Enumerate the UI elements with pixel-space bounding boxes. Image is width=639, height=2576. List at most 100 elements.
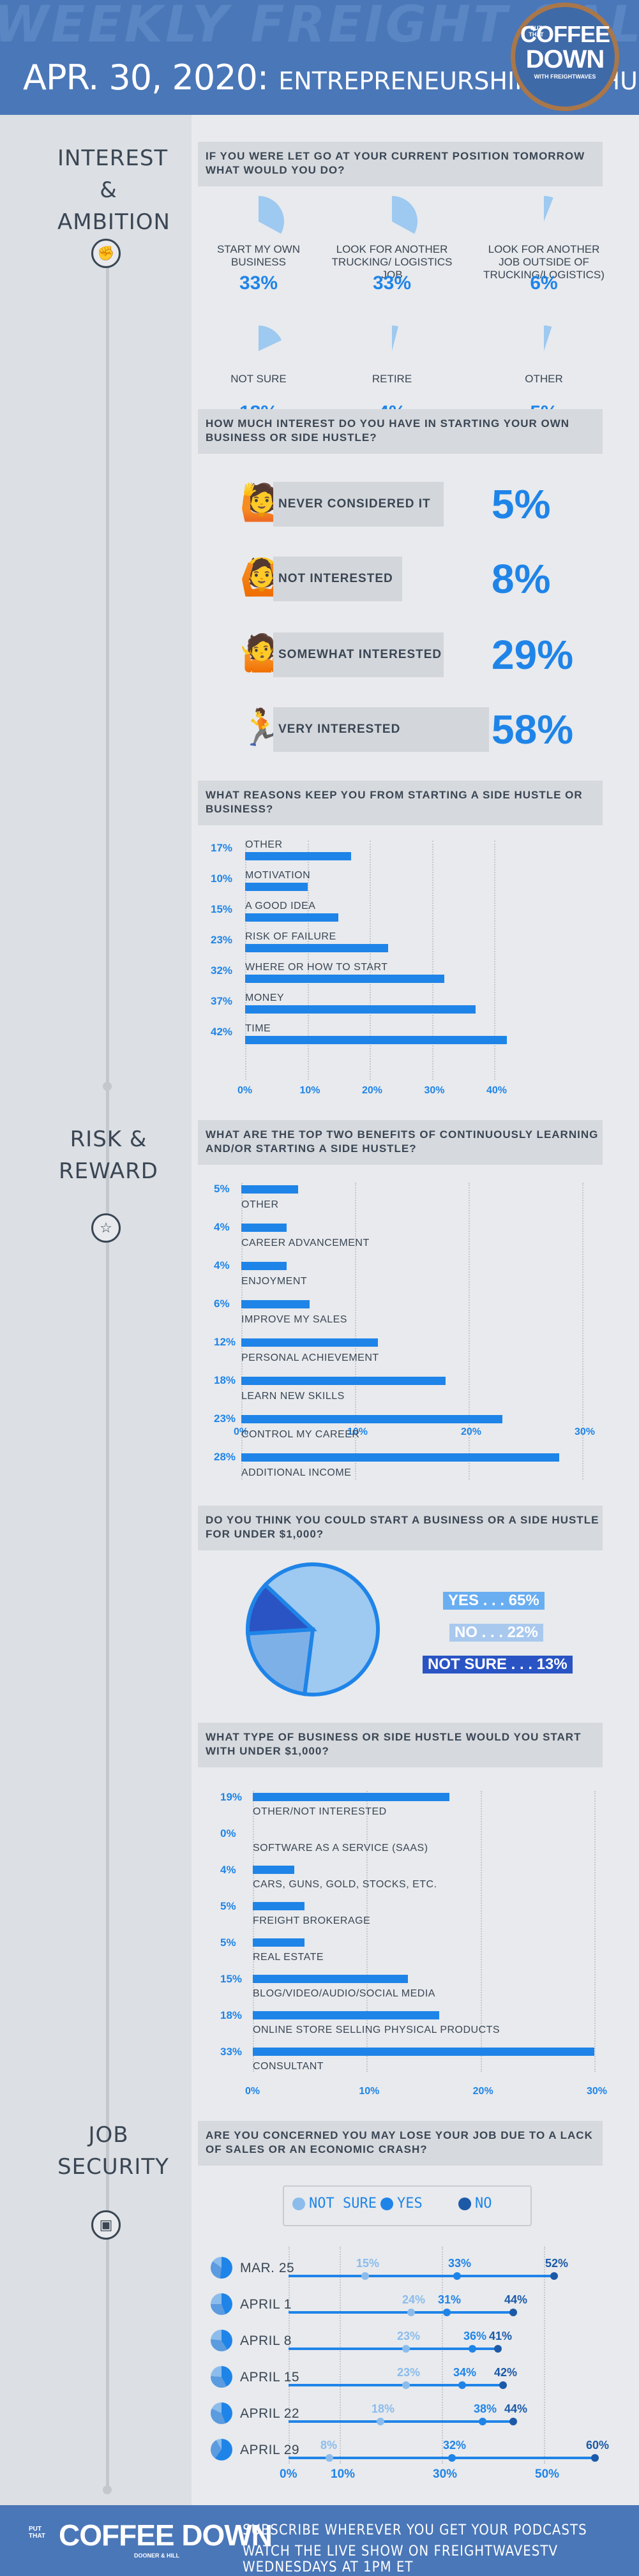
gridline <box>582 1183 583 1479</box>
row-value: 44% <box>504 2293 528 2306</box>
section-title-line: INTEREST & <box>57 146 169 203</box>
bar-percent: 19% <box>220 1791 243 1803</box>
let-go-option-value: 33% <box>239 273 278 294</box>
bar <box>245 944 389 952</box>
pie-slice <box>259 326 282 351</box>
gridline <box>442 2247 443 2464</box>
bar-percent: 23% <box>211 934 233 946</box>
fist-icon: ✊ <box>91 239 121 268</box>
bar <box>241 1185 298 1194</box>
under-1000-pie <box>246 1562 380 1696</box>
row-dot <box>453 2272 461 2280</box>
bar-label: REAL ESTATE <box>253 1952 324 1963</box>
row-value: 41% <box>489 2330 513 2342</box>
pie-slice <box>246 1582 318 1636</box>
bar-percent: 42% <box>211 1026 233 1038</box>
row-value: 32% <box>443 2439 467 2452</box>
x-tick-label: 10% <box>347 1427 368 1437</box>
pie-slice <box>544 326 552 351</box>
let-go-option-label: OTHER <box>525 373 563 385</box>
bar-label: ADDITIONAL INCOME <box>241 1467 352 1478</box>
row-value: 23% <box>397 2330 421 2342</box>
bar-label: RISK OF FAILURE <box>245 931 336 942</box>
bar-percent: 4% <box>214 1259 230 1271</box>
section-title-line: RISK & <box>70 1127 147 1152</box>
bar-percent: 32% <box>211 964 233 977</box>
bar-percent: 6% <box>214 1298 230 1310</box>
x-tick-label: 20% <box>362 1085 383 1096</box>
bar <box>253 1938 305 1947</box>
row-dot <box>361 2272 369 2280</box>
row-dot <box>479 2418 486 2425</box>
row-value: 60% <box>586 2439 610 2452</box>
bar-label: OTHER/NOT INTERESTED <box>253 1806 387 1817</box>
legend-dot <box>458 2198 471 2210</box>
bar-label: CONTROL MY CAREER <box>241 1429 360 1440</box>
gridline <box>594 1791 596 2072</box>
row-date: APRIL 22 <box>240 2406 300 2421</box>
bar-percent: 15% <box>211 903 233 915</box>
pie-slice-chart <box>392 196 417 234</box>
let-go-option: LOOK FOR ANOTHER TRUCKING/ LOGISTICS JOB… <box>325 196 459 294</box>
x-tick-label: 0% <box>280 2467 297 2481</box>
pie-slice <box>246 1627 315 1696</box>
bar-percent: 23% <box>214 1412 236 1425</box>
bar <box>245 913 339 922</box>
bar-label: IMPROVE MY SALES <box>241 1314 347 1325</box>
row-value: 24% <box>402 2293 426 2306</box>
pie-slice-chart <box>259 196 284 234</box>
interest-value: 8% <box>492 556 551 602</box>
row-value: 52% <box>545 2257 569 2270</box>
row-date: APRIL 29 <box>240 2443 300 2457</box>
logo-line1: COFFEE <box>520 21 610 47</box>
pie-legend-item: YES . . . 65% <box>443 1592 545 1610</box>
let-go-option: START MY OWN BUSINESS 33% <box>192 196 326 294</box>
pie-slice-chart <box>259 326 282 351</box>
row-dot <box>494 2345 502 2353</box>
x-tick-label: 0% <box>237 1085 253 1096</box>
pie-slice <box>262 1562 380 1696</box>
question-2: HOW MUCH INTEREST DO YOU HAVE IN STARTIN… <box>198 409 603 454</box>
row-dot <box>458 2381 466 2389</box>
legend-item: YES <box>380 2196 423 2212</box>
gridline <box>245 841 246 1080</box>
row-dot <box>377 2418 384 2425</box>
x-tick-label: 50% <box>535 2467 560 2481</box>
job-concern-legend <box>283 2185 532 2226</box>
bar-percent: 17% <box>211 842 233 854</box>
bar <box>245 1036 507 1044</box>
bar <box>241 1338 378 1347</box>
row-dot <box>402 2345 410 2353</box>
row-value: 42% <box>494 2366 518 2379</box>
bar-percent: 37% <box>211 995 233 1007</box>
interest-value: 58% <box>492 707 574 753</box>
row-dot <box>469 2345 476 2353</box>
x-tick-label: 0% <box>245 2086 260 2097</box>
row-value: 33% <box>448 2257 472 2270</box>
briefcase-icon: ▣ <box>91 2210 121 2240</box>
bar-label: MOTIVATION <box>245 870 311 881</box>
x-tick-label: 0% <box>234 1427 249 1437</box>
bar-label: OTHER <box>245 839 283 850</box>
gridline <box>432 841 433 1080</box>
bar <box>253 2048 594 2056</box>
let-go-option: LOOK FOR ANOTHER JOB OUTSIDE OF TRUCKING… <box>477 196 611 294</box>
footer-watch-text: WATCH THE LIVE SHOW ON FREIGHTWAVESTV WE… <box>243 2543 558 2575</box>
bar <box>241 1377 446 1385</box>
bar-label: WHERE OR HOW TO START <box>245 962 388 973</box>
pie-slice <box>392 326 398 351</box>
bar-percent: 4% <box>220 1864 236 1876</box>
row-value: 44% <box>504 2402 528 2415</box>
x-tick-label: 30% <box>575 1427 596 1437</box>
bar-label: FREIGHT BROKERAGE <box>253 1915 371 1926</box>
bar <box>253 1866 294 1874</box>
bar-label: OTHER <box>241 1199 279 1210</box>
section-title-line: SECURITY <box>57 2154 169 2180</box>
row-dot <box>443 2309 451 2316</box>
question-4: WHAT ARE THE TOP TWO BENEFITS OF CONTINU… <box>198 1120 603 1165</box>
row-line <box>289 2457 595 2459</box>
bar <box>245 975 444 983</box>
pie-icon <box>211 2402 232 2424</box>
pie-legend-item: NO . . . 22% <box>449 1624 543 1642</box>
let-go-option-label: START MY OWN BUSINESS <box>216 243 301 268</box>
